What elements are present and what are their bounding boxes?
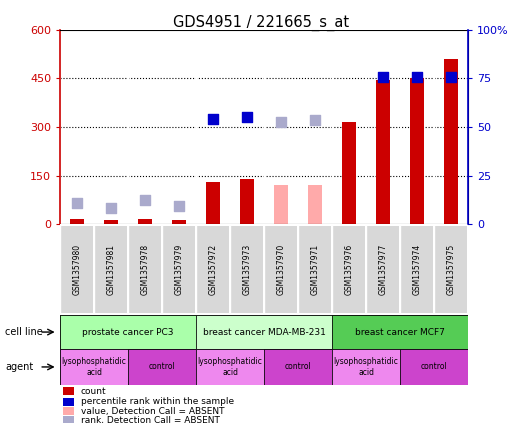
Text: cell line: cell line — [5, 327, 43, 337]
Bar — [275, 185, 288, 224]
Text: control: control — [149, 363, 176, 371]
Text: GSM1357973: GSM1357973 — [243, 244, 252, 295]
Bar — [163, 226, 195, 313]
Text: lysophosphatidic
acid: lysophosphatidic acid — [198, 357, 263, 376]
Bar — [299, 226, 331, 313]
Text: GSM1357978: GSM1357978 — [141, 244, 150, 295]
Text: breast cancer MDA-MB-231: breast cancer MDA-MB-231 — [203, 327, 325, 337]
Text: GSM1357980: GSM1357980 — [73, 244, 82, 295]
Point — [277, 119, 286, 126]
Bar — [435, 226, 467, 313]
Point — [243, 114, 252, 121]
Point — [447, 73, 456, 80]
Text: GSM1357975: GSM1357975 — [447, 244, 456, 295]
Bar — [332, 315, 468, 349]
Bar — [231, 226, 263, 313]
Bar — [128, 349, 196, 385]
Bar — [411, 78, 424, 224]
Text: breast cancer MCF7: breast cancer MCF7 — [355, 327, 445, 337]
Bar — [129, 226, 161, 313]
Bar — [60, 315, 196, 349]
Text: GSM1357972: GSM1357972 — [209, 244, 218, 295]
Bar — [401, 226, 433, 313]
Bar — [332, 349, 400, 385]
Point — [209, 115, 218, 122]
Text: GSM1357979: GSM1357979 — [175, 244, 184, 295]
Bar — [241, 179, 254, 224]
Text: GSM1357974: GSM1357974 — [413, 244, 422, 295]
Text: GDS4951 / 221665_s_at: GDS4951 / 221665_s_at — [174, 15, 349, 31]
Bar — [206, 182, 220, 224]
Text: lysophosphatidic
acid: lysophosphatidic acid — [334, 357, 399, 376]
Text: control: control — [285, 363, 312, 371]
Bar — [400, 349, 468, 385]
Text: count: count — [81, 387, 106, 396]
Bar — [197, 226, 229, 313]
Text: GSM1357970: GSM1357970 — [277, 244, 286, 295]
Text: GSM1357971: GSM1357971 — [311, 244, 320, 295]
Bar — [95, 226, 127, 313]
Point — [107, 205, 116, 212]
Bar — [105, 220, 118, 224]
Text: GSM1357977: GSM1357977 — [379, 244, 388, 295]
Point — [73, 200, 82, 206]
Bar — [61, 226, 93, 313]
Text: GSM1357976: GSM1357976 — [345, 244, 354, 295]
Point — [141, 196, 150, 203]
Text: lysophosphatidic
acid: lysophosphatidic acid — [62, 357, 127, 376]
Point — [311, 117, 320, 124]
Text: control: control — [420, 363, 448, 371]
Bar — [70, 220, 84, 224]
Point — [379, 73, 388, 80]
Text: prostate cancer PC3: prostate cancer PC3 — [83, 327, 174, 337]
Bar — [342, 122, 356, 224]
Bar — [265, 226, 297, 313]
Bar — [196, 349, 264, 385]
Bar — [445, 59, 458, 224]
Bar — [264, 349, 332, 385]
Bar — [309, 185, 322, 224]
Text: value, Detection Call = ABSENT: value, Detection Call = ABSENT — [81, 407, 224, 416]
Bar — [173, 220, 186, 224]
Bar — [138, 220, 152, 224]
Bar — [377, 80, 390, 224]
Text: GSM1357981: GSM1357981 — [107, 244, 116, 295]
Text: rank, Detection Call = ABSENT: rank, Detection Call = ABSENT — [81, 415, 220, 423]
Bar — [333, 226, 365, 313]
Bar — [60, 349, 128, 385]
Text: percentile rank within the sample: percentile rank within the sample — [81, 397, 234, 407]
Bar — [367, 226, 399, 313]
Point — [413, 73, 422, 80]
Text: agent: agent — [5, 362, 33, 372]
Point — [175, 203, 184, 210]
Bar — [196, 315, 332, 349]
